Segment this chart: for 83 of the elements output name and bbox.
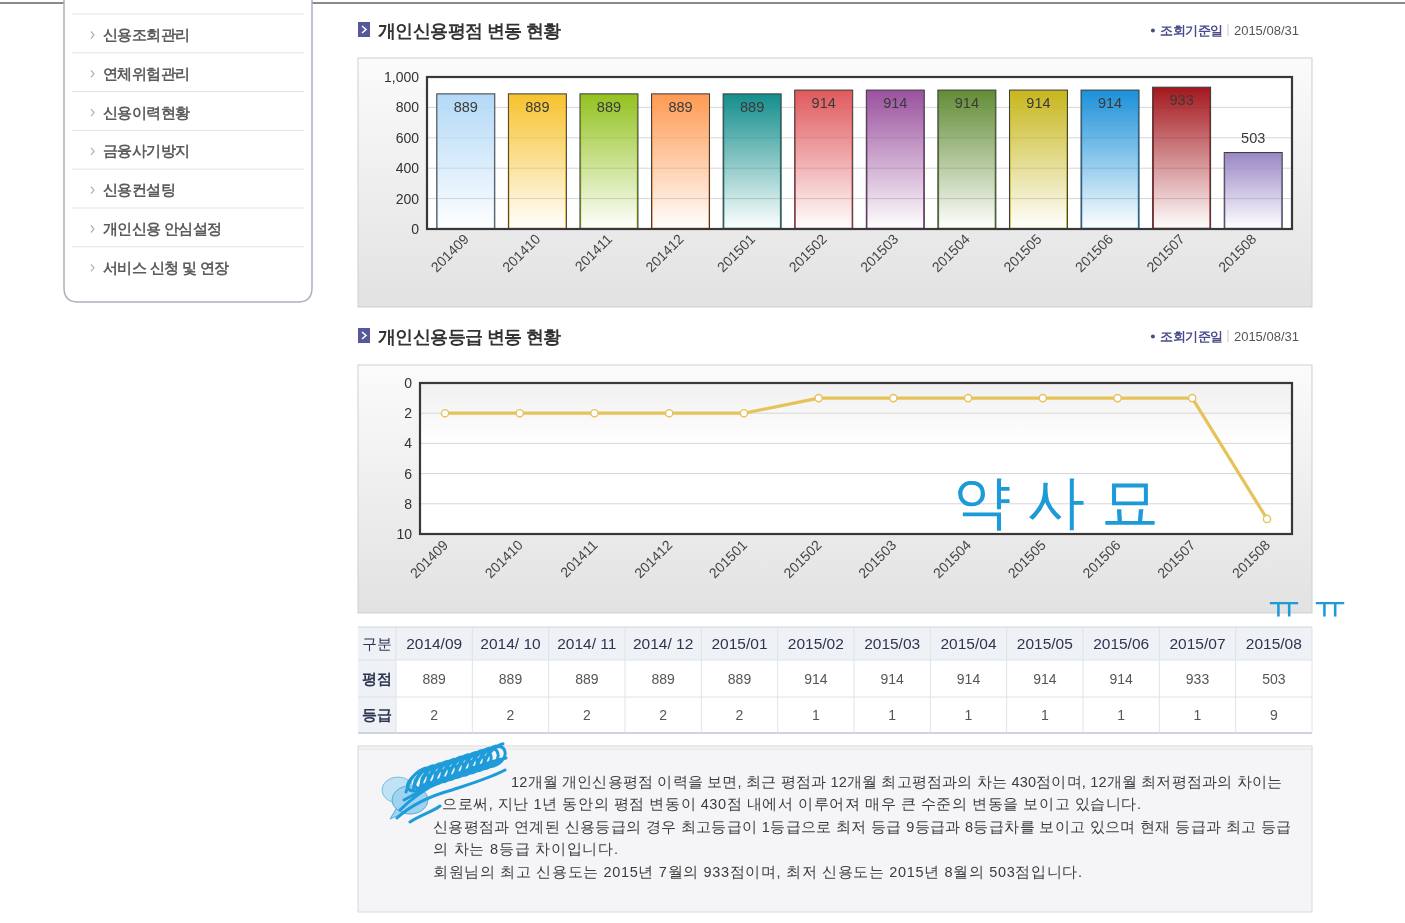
menu-item: 연체위험관리: [103, 65, 190, 82]
data-label: 889: [740, 98, 765, 115]
annotation: 조회기준일: [1159, 330, 1223, 344]
data-label: 914: [1033, 670, 1057, 687]
table-header: 2014/09: [406, 635, 463, 652]
data-label: 2: [430, 707, 439, 723]
title: 개인신용등급 변동 현황: [378, 327, 561, 347]
data-label: 889: [596, 98, 622, 115]
data-label: 503: [1262, 670, 1286, 687]
menu-item: 금융사기방지: [103, 143, 190, 160]
table-header: 2015/05: [1016, 635, 1073, 652]
annotation: 조회기준일: [1159, 24, 1223, 38]
data-label: 914: [956, 670, 981, 687]
data-label: 914: [811, 95, 836, 112]
ytick: 6: [404, 465, 412, 482]
data-label: 933: [1185, 670, 1210, 687]
ytick: 10: [396, 526, 412, 542]
table-header: 2015/03: [864, 635, 921, 652]
data-label: 933: [1169, 92, 1194, 109]
annotation: ㅠㅠ: [1266, 581, 1358, 622]
table-header: 2014/ 11: [557, 635, 617, 652]
table-header: 2014/ 10: [480, 635, 541, 652]
data-label: 889: [422, 670, 446, 687]
table-header: 2015/06: [1093, 635, 1150, 652]
annotation: 2015/08/31: [1233, 23, 1299, 38]
table-header: 2015/07: [1169, 635, 1226, 652]
data-label: 914: [804, 670, 828, 687]
ytick: 8: [404, 495, 412, 512]
data-label: 914: [880, 670, 904, 687]
data-label: 889: [651, 670, 675, 687]
data-label: 889: [575, 670, 599, 687]
data-label: 1: [964, 707, 973, 723]
ytick: 4: [404, 435, 412, 452]
table-row-name: 평점: [362, 670, 392, 687]
data-label: 914: [1109, 670, 1133, 687]
title: 개인신용평점 변동 현황: [378, 21, 561, 41]
menu-item: 서비스 신청 및 연장: [103, 259, 229, 276]
data-label: 1: [1193, 707, 1202, 723]
paragraph: 회원님의 최고 신용도는 2015년 7월의 933점이며, 최저 신용도는 2015년 8월의 503점입니다.: [433, 864, 1082, 880]
data-label: 2: [506, 707, 515, 723]
annotation: 약사묘: [953, 469, 1175, 534]
data-label: 1: [811, 707, 820, 723]
data-label: 1: [1117, 707, 1126, 723]
data-label: 889: [453, 98, 478, 115]
data-label: 914: [1097, 95, 1123, 112]
ytick: 1,000: [383, 69, 419, 85]
data-label: 9: [1269, 707, 1278, 723]
table-header: 2015/02: [787, 635, 844, 652]
annotation: 2015/08/31: [1233, 329, 1299, 344]
data-label: 889: [727, 670, 752, 687]
menu-item: 신용조회관리: [103, 27, 190, 43]
ytick: 800: [395, 99, 419, 116]
paragraph: 12개월 개인신용평점 이력을 보면, 최근 평점과 12개월 최고평점과의 차는 430점이며, 12개월 최저평점과의 차이는: [511, 774, 1282, 790]
paragraph: 의 차는 8등급 차이입니다.: [433, 841, 618, 857]
ytick: 0: [411, 221, 419, 237]
ytick: 0: [404, 375, 412, 391]
table-header: 2014/ 12: [633, 635, 694, 652]
ytick: 2: [404, 405, 412, 422]
data-label: 889: [668, 98, 693, 115]
data-label: 503: [1241, 129, 1266, 146]
menu-item: 신용컨설팅: [103, 182, 175, 199]
ytick: 600: [395, 129, 419, 146]
ytick: 400: [395, 160, 419, 177]
data-label: 914: [883, 95, 908, 112]
data-label: 914: [1026, 95, 1051, 112]
table-row-name: 등급: [362, 707, 392, 723]
ytick: 200: [395, 190, 419, 207]
table-header: 2015/08: [1245, 635, 1302, 652]
table-header: 구분: [362, 635, 392, 652]
data-label: 889: [498, 670, 523, 687]
data-label: 889: [525, 98, 550, 115]
menu-item: 신용이력현황: [103, 104, 190, 121]
paragraph: 으로써, 지난 1년 동안의 평점 변동이 430점 내에서 이루어져 매우 큰 수준의 변동을 보이고 있습니다.: [442, 796, 1141, 812]
data-label: 2: [659, 707, 668, 723]
data-label: 1: [1040, 707, 1049, 723]
data-label: 1: [888, 707, 897, 723]
data-label: 2: [735, 707, 744, 723]
menu-item: 개인신용 안심설정: [103, 221, 222, 237]
data-label: 914: [954, 95, 979, 112]
data-label: 2: [582, 707, 591, 723]
table-header: 2015/04: [940, 635, 997, 652]
table-header: 2015/01: [711, 635, 768, 652]
paragraph: 신용평점과 연계된 신용등급의 경우 최고등급이 1등급으로 최저 등급 9등급과 8등급차를 보이고 있으며 현재 등급과 최고 등급: [433, 819, 1291, 835]
